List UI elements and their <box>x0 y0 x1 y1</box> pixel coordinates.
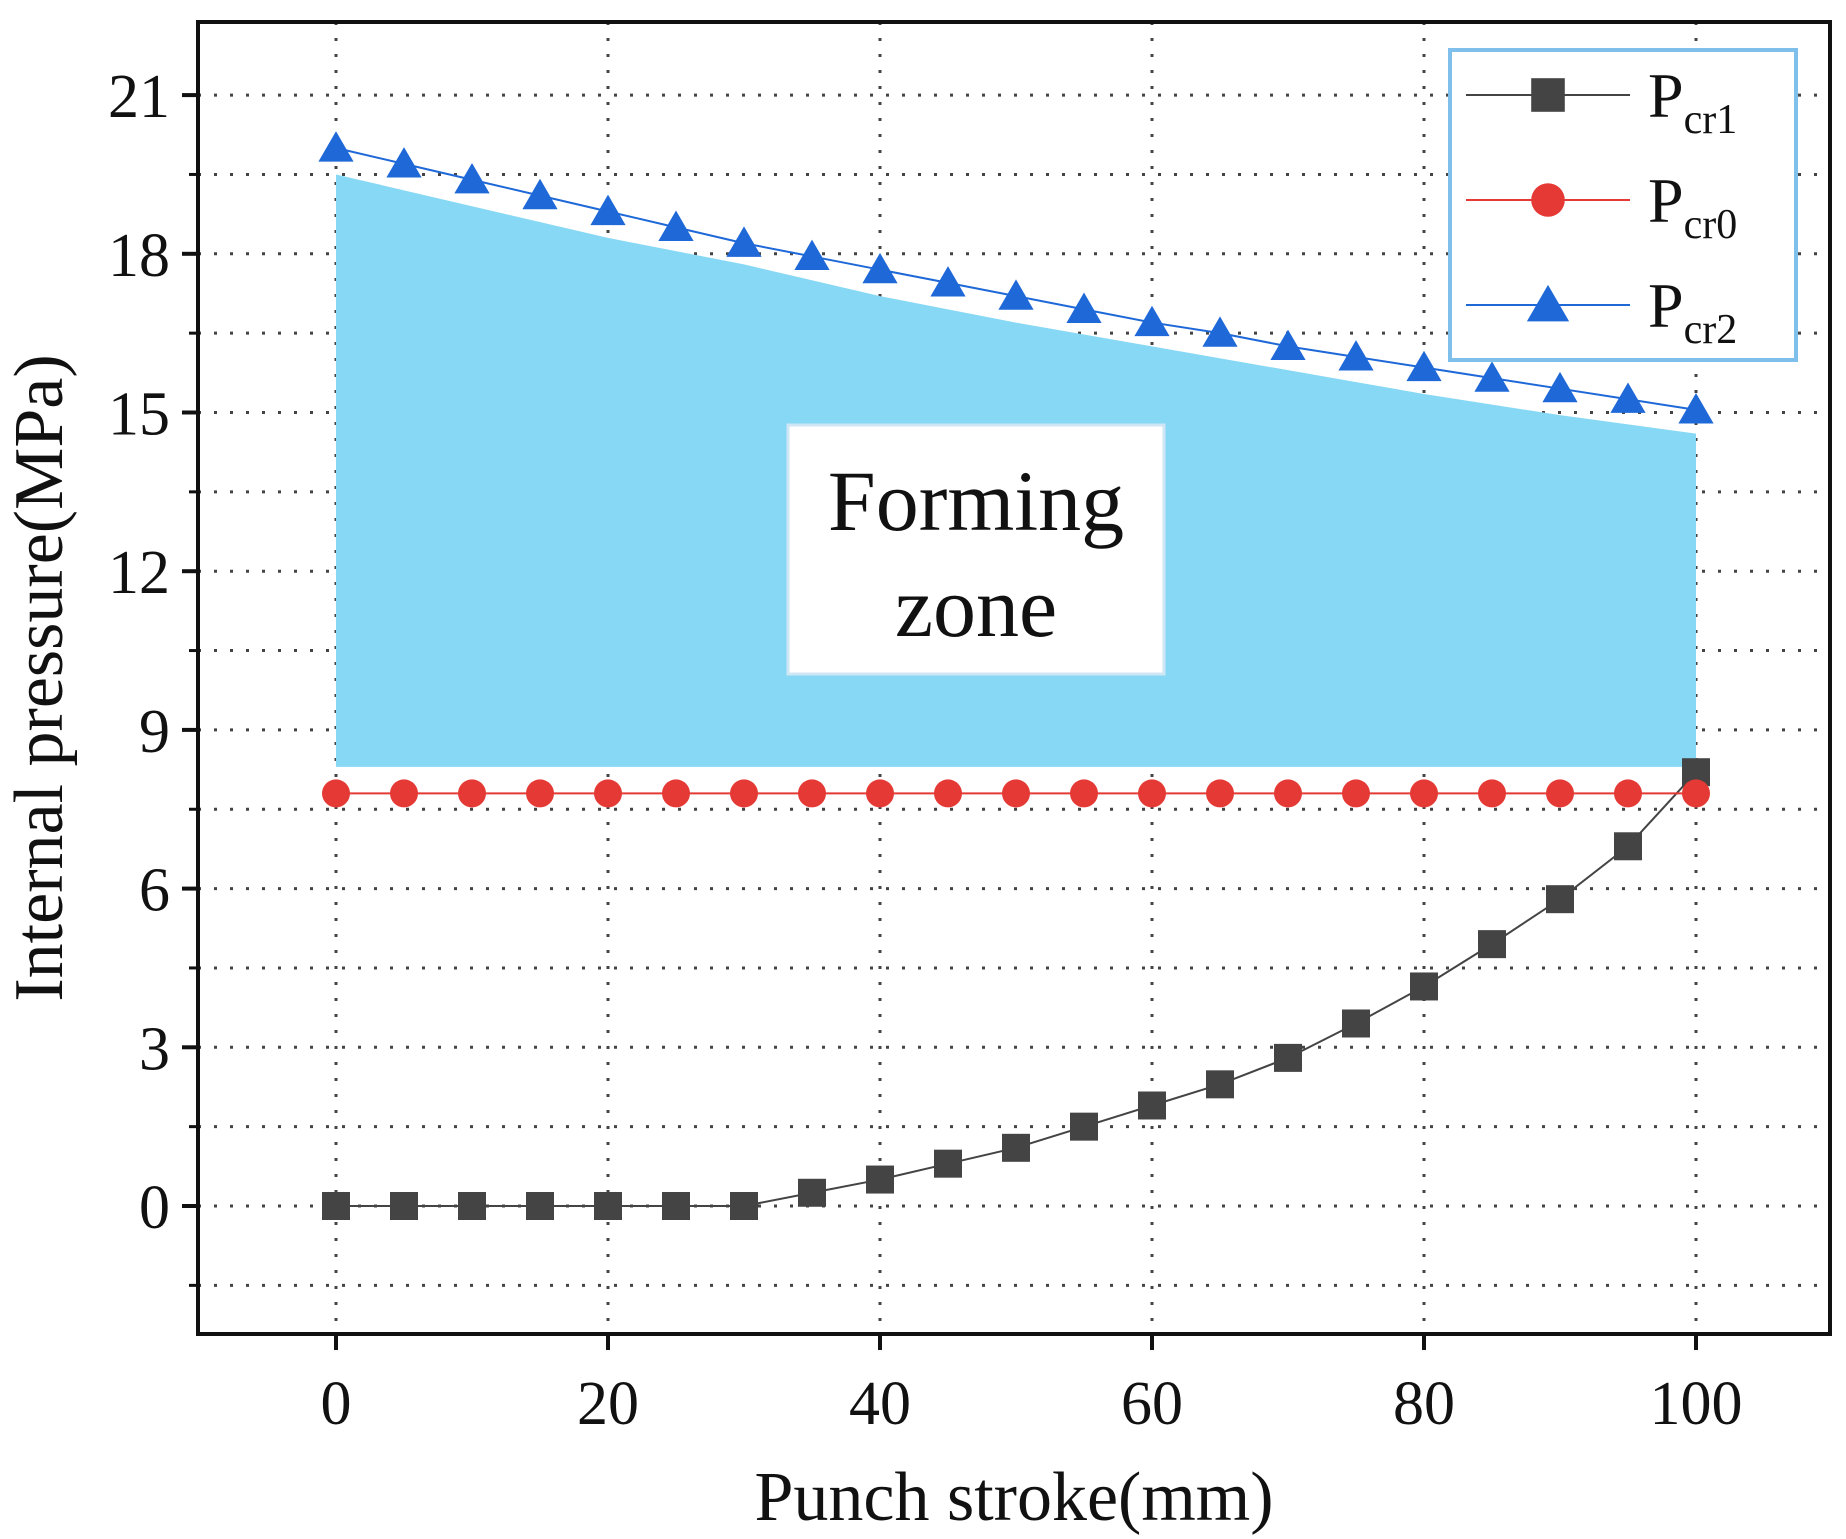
point-cr0-12 <box>1138 779 1166 808</box>
x-tick-label-4: 80 <box>1393 1370 1455 1438</box>
point-cr1-6 <box>730 1192 758 1220</box>
point-cr1-16 <box>1410 972 1438 1001</box>
point-cr1-14 <box>1274 1043 1302 1072</box>
x-axis-title: Punch stroke(mm) <box>754 1459 1273 1536</box>
point-cr2-11 <box>1066 292 1102 323</box>
point-cr2-7 <box>794 239 830 271</box>
point-cr2-18 <box>1542 371 1578 403</box>
point-cr1-8 <box>866 1165 894 1194</box>
zone-label-line1: Forming <box>828 453 1124 549</box>
point-cr0-2 <box>458 779 486 808</box>
series-cr0 <box>322 779 1710 808</box>
point-cr0-4 <box>594 779 622 808</box>
y-tick-label-1: 3 <box>139 1015 170 1083</box>
zone-label-box: Forming zone <box>786 423 1166 676</box>
point-cr2-12 <box>1134 305 1170 337</box>
point-cr0-7 <box>798 779 826 808</box>
point-cr2-1 <box>386 147 422 178</box>
point-cr1-17 <box>1478 930 1506 959</box>
point-cr2-13 <box>1202 316 1238 347</box>
legend-marker-cr0 <box>1531 183 1565 217</box>
point-cr1-18 <box>1546 885 1574 914</box>
point-cr2-4 <box>590 194 626 226</box>
y-tick-label-7: 21 <box>108 63 170 131</box>
point-cr0-1 <box>390 779 418 808</box>
x-tick-label-1: 20 <box>577 1370 639 1438</box>
point-cr1-15 <box>1342 1009 1370 1038</box>
ticks: 0 20 40 60 80 100 0 3 6 9 12 15 18 21 <box>108 63 1743 1438</box>
point-cr2-0 <box>318 131 354 162</box>
point-cr2-16 <box>1406 350 1442 382</box>
point-cr0-17 <box>1478 779 1506 808</box>
point-cr2-10 <box>998 279 1034 310</box>
point-cr0-6 <box>730 779 758 808</box>
point-cr0-3 <box>526 779 554 808</box>
x-tick-label-3: 60 <box>1121 1370 1183 1438</box>
point-cr2-9 <box>930 266 966 297</box>
x-tick-label-5: 100 <box>1650 1370 1743 1438</box>
point-cr1-10 <box>1002 1133 1030 1162</box>
point-cr0-19 <box>1614 779 1642 808</box>
point-cr1-13 <box>1206 1070 1234 1099</box>
y-tick-label-6: 18 <box>108 222 170 290</box>
point-cr2-15 <box>1338 340 1374 371</box>
point-cr1-7 <box>798 1178 826 1207</box>
point-cr1-12 <box>1138 1091 1166 1120</box>
point-cr0-18 <box>1546 779 1574 808</box>
point-cr1-4 <box>594 1192 622 1220</box>
x-tick-label-2: 40 <box>849 1370 911 1438</box>
point-cr2-17 <box>1474 361 1510 392</box>
point-cr1-0 <box>322 1192 350 1220</box>
plot-frame <box>196 20 1832 1336</box>
point-cr1-5 <box>662 1192 690 1220</box>
point-cr2-20 <box>1678 393 1714 424</box>
point-cr2-19 <box>1610 382 1646 413</box>
point-cr0-10 <box>1002 779 1030 808</box>
legend-box <box>1448 48 1798 362</box>
y-tick-label-3: 9 <box>139 698 170 766</box>
series-cr2 <box>318 131 1714 424</box>
y-tick-label-5: 15 <box>108 381 170 449</box>
point-cr2-6 <box>726 226 762 257</box>
point-cr0-8 <box>866 779 894 808</box>
point-cr1-2 <box>458 1192 486 1220</box>
point-cr0-14 <box>1274 779 1302 808</box>
series-layer <box>318 131 1714 1220</box>
y-axis-title: Internal pressure(MPa) <box>1 354 78 1001</box>
y-tick-label-2: 6 <box>139 857 170 925</box>
point-cr0-5 <box>662 779 690 808</box>
point-cr1-19 <box>1614 832 1642 861</box>
point-cr0-9 <box>934 779 962 808</box>
series-cr1 <box>322 758 1710 1220</box>
point-cr0-0 <box>322 779 350 808</box>
zone-label-line2: zone <box>895 559 1057 655</box>
point-cr0-15 <box>1342 779 1370 808</box>
y-tick-label-4: 12 <box>108 539 170 607</box>
point-cr0-20 <box>1682 779 1710 808</box>
point-cr1-9 <box>934 1149 962 1178</box>
point-cr1-3 <box>526 1192 554 1220</box>
x-tick-label-0: 0 <box>321 1370 352 1438</box>
point-cr0-13 <box>1206 779 1234 808</box>
point-cr2-3 <box>522 178 558 210</box>
legend-marker-cr1 <box>1531 78 1565 112</box>
legend-entry-cr1: Pcr1 <box>1466 60 1737 143</box>
point-cr2-2 <box>454 162 490 194</box>
point-cr0-16 <box>1410 779 1438 808</box>
legend-marker-cr2 <box>1526 284 1570 322</box>
point-cr2-5 <box>658 210 694 241</box>
point-cr1-11 <box>1070 1112 1098 1141</box>
point-cr0-11 <box>1070 779 1098 808</box>
point-cr1-1 <box>390 1192 418 1220</box>
point-cr2-14 <box>1270 329 1306 360</box>
y-tick-label-0: 0 <box>139 1174 170 1242</box>
zone-label-background <box>786 423 1166 676</box>
point-cr2-8 <box>862 252 898 284</box>
